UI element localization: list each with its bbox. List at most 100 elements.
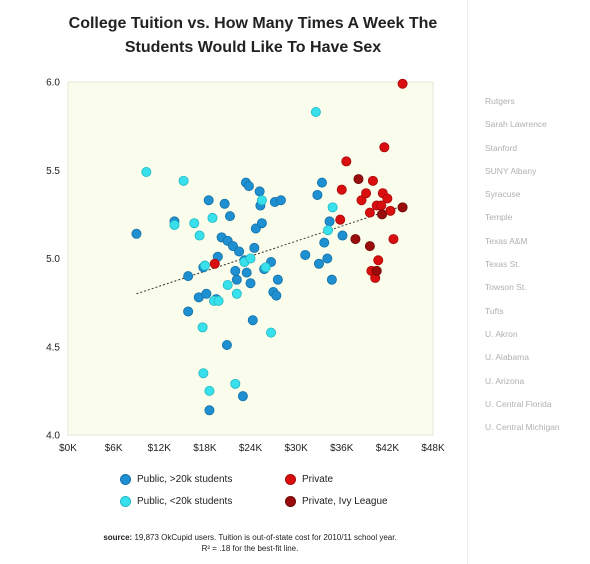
school-item[interactable]: Temple — [485, 212, 513, 223]
chart-title: College Tuition vs. How Many Times A Wee… — [28, 12, 478, 60]
data-point[interactable] — [204, 385, 215, 396]
data-point[interactable] — [189, 218, 200, 229]
data-point[interactable] — [183, 271, 194, 282]
school-item[interactable]: U. Alabama — [485, 352, 529, 363]
data-point[interactable] — [324, 216, 335, 227]
data-point[interactable] — [231, 274, 242, 285]
legend-dot-icon — [120, 474, 131, 485]
data-point[interactable] — [204, 405, 215, 416]
data-point[interactable] — [397, 202, 408, 213]
y-tick-label: 4.0 — [46, 431, 60, 442]
data-point[interactable] — [319, 237, 330, 248]
data-point[interactable] — [266, 327, 277, 338]
data-point[interactable] — [219, 198, 230, 209]
data-point[interactable] — [316, 177, 327, 188]
data-point[interactable] — [335, 214, 346, 225]
data-point[interactable] — [382, 193, 393, 204]
school-item[interactable]: U. Central Michigan — [485, 422, 560, 433]
data-point[interactable] — [350, 234, 361, 245]
data-point[interactable] — [336, 184, 347, 195]
data-point[interactable] — [213, 295, 224, 306]
school-list: Rutgers Sarah Lawrence Stanford SUNY Alb… — [485, 94, 560, 443]
data-point[interactable] — [388, 234, 399, 245]
school-item[interactable]: Tufts — [485, 305, 504, 316]
data-point[interactable] — [322, 253, 333, 264]
legend-label: Private, Ivy League — [302, 496, 388, 507]
data-point[interactable] — [353, 174, 364, 185]
school-item[interactable]: SUNY Albany — [485, 165, 537, 176]
data-point[interactable] — [221, 339, 232, 350]
data-point[interactable] — [326, 274, 337, 285]
data-point[interactable] — [364, 241, 375, 252]
school-item[interactable]: U. Central Florida — [485, 398, 552, 409]
data-point[interactable] — [243, 181, 254, 192]
data-point[interactable] — [310, 107, 321, 118]
data-point[interactable] — [313, 258, 324, 269]
legend-dot-icon — [120, 496, 131, 507]
x-tick-label: $42K — [376, 443, 400, 454]
footnote: source: 19,873 OkCupid users. Tuition is… — [40, 532, 460, 554]
data-point[interactable] — [237, 391, 248, 402]
data-point[interactable] — [337, 230, 348, 241]
data-point[interactable] — [230, 265, 241, 276]
school-item[interactable]: U. Akron — [485, 328, 518, 339]
data-point[interactable] — [397, 78, 408, 89]
data-point[interactable] — [207, 212, 218, 223]
school-item[interactable]: Stanford — [485, 142, 518, 153]
school-item[interactable]: Sarah Lawrence — [485, 119, 547, 130]
data-point[interactable] — [201, 288, 212, 299]
data-point[interactable] — [198, 368, 209, 379]
data-point[interactable] — [131, 228, 142, 239]
data-point[interactable] — [275, 195, 286, 206]
data-point[interactable] — [203, 195, 214, 206]
data-point[interactable] — [183, 306, 194, 317]
data-point[interactable] — [361, 188, 372, 199]
data-point[interactable] — [300, 249, 311, 260]
data-point[interactable] — [194, 230, 205, 241]
data-point[interactable] — [199, 260, 210, 271]
legend-dot-icon — [285, 496, 296, 507]
data-point[interactable] — [256, 218, 267, 229]
data-point[interactable] — [224, 211, 235, 222]
data-point[interactable] — [356, 195, 367, 206]
data-point[interactable] — [271, 290, 282, 301]
data-point[interactable] — [373, 255, 384, 266]
data-point[interactable] — [377, 209, 388, 220]
data-point[interactable] — [260, 262, 271, 273]
data-point[interactable] — [169, 219, 180, 230]
data-point[interactable] — [364, 207, 375, 218]
school-item[interactable]: Syracuse — [485, 189, 521, 200]
data-point[interactable] — [178, 175, 189, 186]
data-point[interactable] — [249, 242, 260, 253]
data-point[interactable] — [245, 253, 256, 264]
data-point[interactable] — [241, 267, 252, 278]
school-item[interactable]: Rutgers — [485, 96, 515, 106]
data-point[interactable] — [209, 258, 220, 269]
data-point[interactable] — [256, 195, 267, 206]
x-tick-label: $48K — [421, 443, 445, 454]
school-item[interactable]: Texas A&M — [485, 235, 528, 246]
data-point[interactable] — [367, 175, 378, 186]
school-item[interactable]: Towson St. — [485, 282, 527, 293]
data-point[interactable] — [197, 322, 208, 333]
data-point[interactable] — [327, 202, 338, 213]
data-point[interactable] — [379, 142, 390, 153]
data-point[interactable] — [385, 205, 396, 216]
data-point[interactable] — [247, 315, 258, 326]
data-point[interactable] — [245, 278, 256, 289]
data-point[interactable] — [234, 246, 245, 257]
school-item[interactable]: Texas St. — [485, 259, 520, 270]
school-item[interactable]: U. Arizona — [485, 375, 525, 386]
data-point[interactable] — [371, 265, 382, 276]
data-point[interactable] — [272, 274, 283, 285]
data-point[interactable] — [323, 225, 334, 236]
data-point[interactable] — [222, 279, 233, 290]
data-point[interactable] — [230, 378, 241, 389]
x-tick-label: $24K — [239, 443, 263, 454]
data-point[interactable] — [312, 189, 323, 200]
y-tick-label: 5.5 — [46, 166, 60, 177]
data-point[interactable] — [141, 167, 152, 178]
data-point[interactable] — [341, 156, 352, 167]
data-point[interactable] — [231, 288, 242, 299]
data-point[interactable] — [254, 186, 265, 197]
